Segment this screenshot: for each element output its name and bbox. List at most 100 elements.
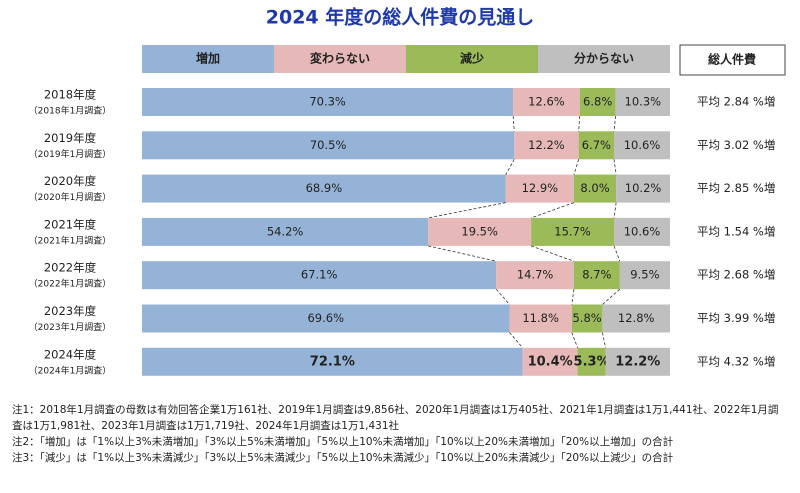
connector — [509, 332, 523, 349]
legend-swatch — [142, 45, 274, 73]
category-note: （2024年1月調査） — [29, 364, 112, 376]
side-header-box — [679, 44, 786, 76]
connector — [531, 245, 575, 262]
bar-segment — [142, 347, 523, 376]
value-label: 5.8% — [572, 311, 601, 325]
value-label: 10.6% — [624, 138, 661, 152]
connector — [428, 245, 497, 262]
category-label: 2023年度 — [44, 304, 97, 318]
category-label: 2021年度 — [44, 217, 97, 231]
value-label: 68.9% — [306, 181, 343, 195]
value-label: 12.6% — [528, 95, 565, 109]
value-label: 70.3% — [309, 95, 346, 109]
legend-swatch — [274, 45, 406, 73]
value-label: 10.2% — [625, 181, 662, 195]
bar-segment — [614, 131, 670, 160]
bar-segment — [573, 174, 617, 203]
bar-segment — [142, 304, 510, 333]
connector — [512, 115, 515, 132]
category-note: （2019年1月調査） — [29, 148, 112, 160]
bar-segment — [142, 174, 506, 203]
side-value: 平均 4.32 %増 — [697, 354, 775, 368]
bar-segment — [142, 261, 497, 290]
legend-label: 変わらない — [310, 51, 370, 66]
bar-segment — [605, 347, 670, 376]
value-label: 9.5% — [630, 268, 659, 282]
value-label: 72.1% — [310, 354, 355, 369]
bar-segment — [428, 217, 532, 246]
side-value: 平均 3.99 %増 — [697, 311, 775, 325]
legend-label: 減少 — [460, 51, 484, 66]
bar-segment — [142, 88, 514, 116]
connector — [613, 245, 621, 262]
category-label: 2022年度 — [44, 261, 97, 275]
connector — [505, 159, 515, 175]
value-label: 8.7% — [582, 268, 611, 282]
category-label: 2019年度 — [44, 131, 97, 145]
bar-segment — [142, 217, 429, 246]
side-value: 平均 2.85 %増 — [697, 181, 775, 195]
value-label: 11.8% — [522, 311, 559, 325]
note: 注3：「減少」は「1%以上3%未満減少」「3%以上5%未満減少」「5%以上10%… — [12, 452, 674, 464]
category-note: （2022年1月調査） — [29, 278, 112, 290]
bar-segment — [142, 131, 515, 160]
connector — [602, 332, 606, 348]
legend-swatch — [406, 45, 538, 73]
category-label: 2018年度 — [44, 88, 97, 102]
notes: 注1：2018年1月調査の母数は有効回答企業1万161社、2019年1月調査は9… — [12, 402, 788, 466]
bar-segment — [505, 174, 574, 203]
category-note: （2021年1月調査） — [29, 234, 112, 246]
bar-segment — [577, 347, 606, 376]
connector — [571, 332, 578, 348]
connector — [602, 288, 621, 305]
chart: 2024 年度の総人件費の見通し 総人件費 増加 変わらない 減少 分からない 2018… — [29, 6, 786, 376]
value-label: 6.8% — [583, 95, 612, 109]
value-label: 12.9% — [522, 181, 559, 195]
side-header: 総人件費 — [708, 52, 756, 67]
bar-segment — [514, 131, 579, 160]
connector — [613, 115, 617, 132]
connector — [571, 289, 575, 305]
value-label: 12.2% — [615, 354, 660, 369]
value-label: 10.4% — [528, 354, 573, 369]
bar-segment — [578, 131, 615, 160]
value-label: 6.7% — [582, 138, 611, 152]
connector — [428, 202, 506, 219]
side-value: 平均 3.02 %増 — [697, 138, 775, 152]
connector — [613, 159, 617, 175]
bar-segment — [509, 304, 572, 333]
legend-label: 増加 — [196, 51, 220, 66]
legend-swatch — [538, 45, 670, 73]
value-label: 5.3% — [574, 354, 610, 369]
value-label: 12.2% — [528, 138, 565, 152]
chart-title: 2024 年度の総人件費の見通し — [266, 6, 535, 29]
note: 注2：「増加」は「1%以上3%未満増加」「3%以上5%未満増加」「5%以上10%… — [12, 436, 674, 448]
value-label: 10.6% — [624, 224, 661, 238]
bar-segment — [573, 261, 620, 290]
connector — [531, 202, 575, 219]
bar-segment — [522, 347, 578, 376]
value-label: 19.5% — [461, 224, 498, 238]
legend-label: 分からない — [574, 51, 634, 66]
bar-segment — [571, 304, 603, 333]
value-label: 69.6% — [307, 311, 344, 325]
category-note: （2020年1月調査） — [29, 191, 112, 203]
bar-segment — [579, 88, 616, 116]
side-value: 平均 1.54 %増 — [697, 224, 775, 238]
connector — [578, 115, 581, 132]
value-label: 10.3% — [625, 95, 662, 109]
bar-segment — [616, 174, 670, 203]
bar-segment — [619, 261, 670, 290]
value-label: 67.1% — [301, 268, 338, 282]
bar-segment — [615, 88, 670, 116]
side-value: 平均 2.84 %増 — [697, 95, 775, 109]
value-label: 70.5% — [310, 138, 347, 152]
category-note: （2023年1月調査） — [29, 321, 112, 333]
value-label: 15.7% — [554, 224, 591, 238]
connector — [613, 202, 617, 218]
bar-segment — [531, 217, 615, 246]
bar-segment — [614, 217, 670, 246]
value-label: 54.2% — [267, 224, 304, 238]
value-label: 14.7% — [517, 268, 554, 282]
